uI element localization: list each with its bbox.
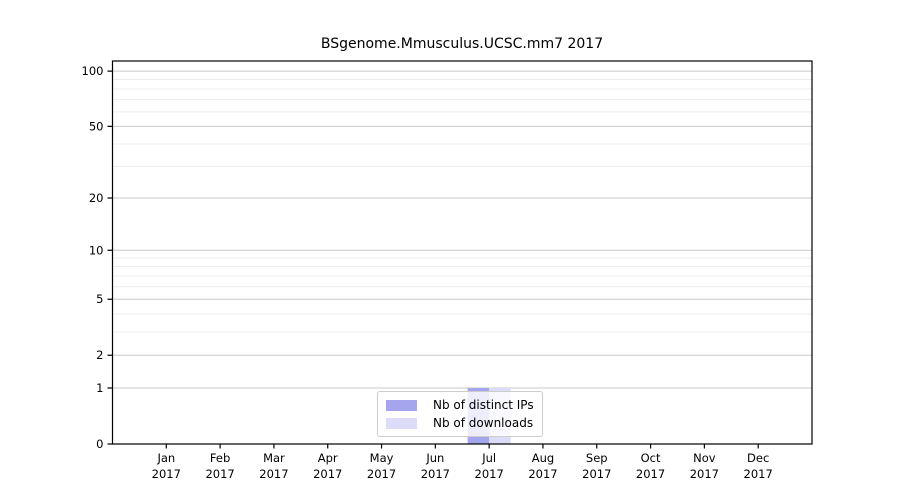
y-tick-label: 2 — [96, 348, 103, 362]
x-tick-label-month: Aug — [532, 451, 554, 465]
x-tick-label-month: Sep — [586, 451, 608, 465]
downloads-swatch — [386, 417, 417, 429]
x-tick-label-year: 2017 — [259, 467, 288, 481]
x-tick-label-month: Feb — [210, 451, 230, 465]
x-tick-label-year: 2017 — [475, 467, 504, 481]
x-tick-label-year: 2017 — [690, 467, 719, 481]
y-tick-label: 1 — [96, 381, 103, 395]
x-tick-label-year: 2017 — [528, 467, 557, 481]
y-tick-label: 5 — [96, 292, 103, 306]
y-tick-label: 10 — [89, 243, 104, 257]
x-tick-label-year: 2017 — [313, 467, 342, 481]
legend-label-downloads: Nb of downloads — [433, 416, 534, 430]
distinct-ips-swatch — [386, 399, 417, 411]
x-tick-label-year: 2017 — [744, 467, 773, 481]
x-tick-label-month: Jun — [425, 451, 444, 465]
x-tick-label-month: Apr — [318, 451, 338, 465]
y-tick-label: 50 — [89, 119, 104, 133]
x-tick-label-month: May — [370, 451, 394, 465]
x-tick-label-month: Nov — [693, 451, 716, 465]
x-tick-label-year: 2017 — [421, 467, 450, 481]
x-tick-label-year: 2017 — [367, 467, 396, 481]
legend-item-distinct-ips: Nb of distinct IPs — [386, 397, 534, 413]
x-tick-label-month: Jul — [481, 451, 496, 465]
x-tick-label-year: 2017 — [636, 467, 665, 481]
x-tick-label-year: 2017 — [582, 467, 611, 481]
x-tick-label-year: 2017 — [152, 467, 181, 481]
x-tick-label-year: 2017 — [205, 467, 234, 481]
chart-title: BSgenome.Mmusculus.UCSC.mm7 2017 — [320, 36, 604, 52]
plot-frame — [111, 60, 813, 445]
x-tick-label-month: Jan — [156, 451, 175, 465]
y-tick-label: 20 — [89, 191, 104, 205]
y-tick-label: 0 — [96, 437, 103, 451]
legend-label-distinct-ips: Nb of distinct IPs — [433, 398, 534, 412]
y-tick-label: 100 — [82, 64, 104, 78]
x-tick-label-month: Mar — [263, 451, 285, 465]
x-tick-label-month: Oct — [641, 451, 661, 465]
x-tick-label-month: Dec — [747, 451, 769, 465]
legend: Nb of distinct IPs Nb of downloads — [377, 391, 543, 437]
legend-item-downloads: Nb of downloads — [386, 415, 534, 431]
